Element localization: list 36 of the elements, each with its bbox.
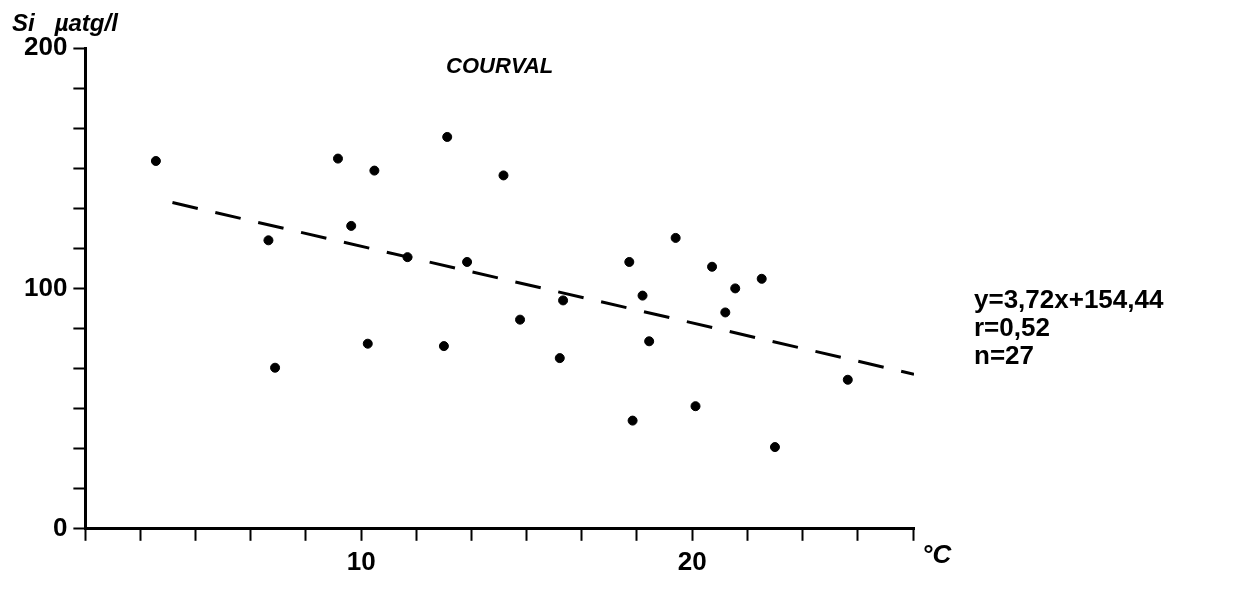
- point: [402, 252, 413, 263]
- text: n=27: [974, 340, 1034, 371]
- point: [637, 290, 648, 301]
- point: [438, 341, 449, 352]
- point: [346, 220, 357, 231]
- point: [369, 165, 380, 176]
- point: [554, 353, 565, 364]
- y-tick-label: 100: [23, 271, 68, 302]
- point: [670, 232, 681, 243]
- point: [462, 256, 473, 267]
- x-tick-label: 20: [677, 545, 707, 576]
- point: [842, 374, 853, 385]
- chart-title: COURVAL: [446, 53, 554, 79]
- point: [332, 153, 343, 164]
- text: y=3,72x+154,44: [974, 284, 1164, 315]
- point: [515, 314, 526, 325]
- point: [263, 235, 274, 246]
- x-axis-title: °C: [922, 538, 953, 569]
- x-tick-label: 10: [346, 545, 376, 576]
- point: [442, 131, 453, 142]
- point: [624, 256, 635, 267]
- point: [707, 261, 718, 272]
- point: [362, 338, 373, 349]
- point: [270, 362, 281, 373]
- point: [558, 295, 569, 306]
- point: [720, 307, 731, 318]
- text: r=0,52: [974, 312, 1050, 343]
- y-tick-label: 0: [52, 511, 68, 542]
- point: [627, 415, 638, 426]
- point: [730, 283, 741, 294]
- point: [644, 336, 655, 347]
- point: [690, 401, 701, 412]
- point: [756, 273, 767, 284]
- point: [769, 442, 780, 453]
- point: [150, 155, 161, 166]
- point: [498, 170, 509, 181]
